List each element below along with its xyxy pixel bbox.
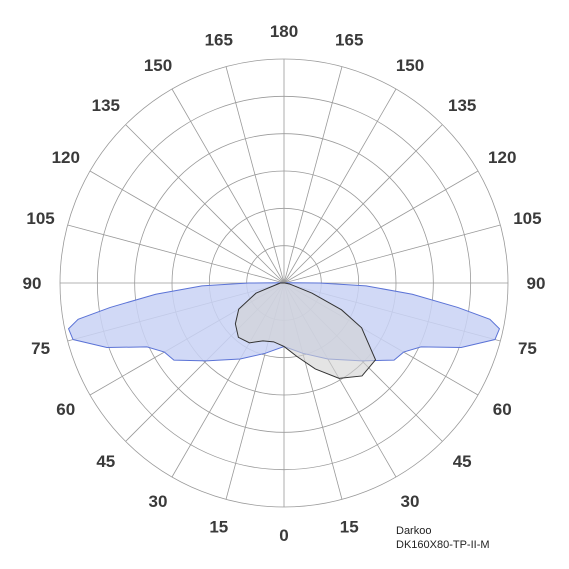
grid-spoke — [171, 88, 285, 284]
angle-label: 135 — [448, 96, 476, 115]
grid-spoke — [283, 88, 397, 284]
grid-spoke — [283, 224, 501, 284]
brand-block: Darkoo DK160X80-TP-II-M — [396, 524, 490, 552]
grid-spoke — [283, 66, 343, 284]
series-layer — [67, 282, 501, 379]
brand-name: Darkoo — [396, 525, 432, 537]
angle-label: 150 — [396, 56, 424, 75]
grid-spoke — [125, 124, 285, 284]
grid-spoke — [283, 170, 479, 284]
grid-spoke — [89, 170, 285, 284]
angle-label: 150 — [144, 56, 172, 75]
angle-labels: 0 15 15 30 30 45 45 60 60 75 75 90 90 105 105 120 120 135… — [23, 22, 546, 545]
grid-spoke — [283, 124, 443, 284]
angle-label: 75 — [518, 339, 537, 358]
series-2-curve — [234, 282, 377, 379]
angle-label: 75 — [31, 339, 50, 358]
angle-label: 60 — [56, 400, 75, 419]
angle-label: 120 — [488, 148, 516, 167]
angle-label: 165 — [335, 31, 363, 50]
angle-label: 120 — [52, 148, 80, 167]
angle-label: 90 — [527, 274, 546, 293]
angle-label: 0 — [279, 526, 288, 545]
angle-label: 45 — [453, 452, 472, 471]
grid-spoke — [67, 224, 285, 284]
angle-label: 105 — [26, 209, 54, 228]
angle-label: 105 — [513, 209, 541, 228]
angle-label: 15 — [340, 517, 359, 536]
angle-label: 180 — [270, 22, 298, 41]
angle-label: 15 — [209, 517, 228, 536]
angle-label: 30 — [401, 492, 420, 511]
angle-label: 90 — [23, 274, 42, 293]
angle-label: 135 — [92, 96, 120, 115]
angle-label: 60 — [493, 400, 512, 419]
model-name: DK160X80-TP-II-M — [396, 539, 490, 551]
grid-spoke — [225, 66, 285, 284]
angle-label: 45 — [96, 452, 115, 471]
angle-label: 30 — [149, 492, 168, 511]
angle-label: 165 — [205, 31, 233, 50]
